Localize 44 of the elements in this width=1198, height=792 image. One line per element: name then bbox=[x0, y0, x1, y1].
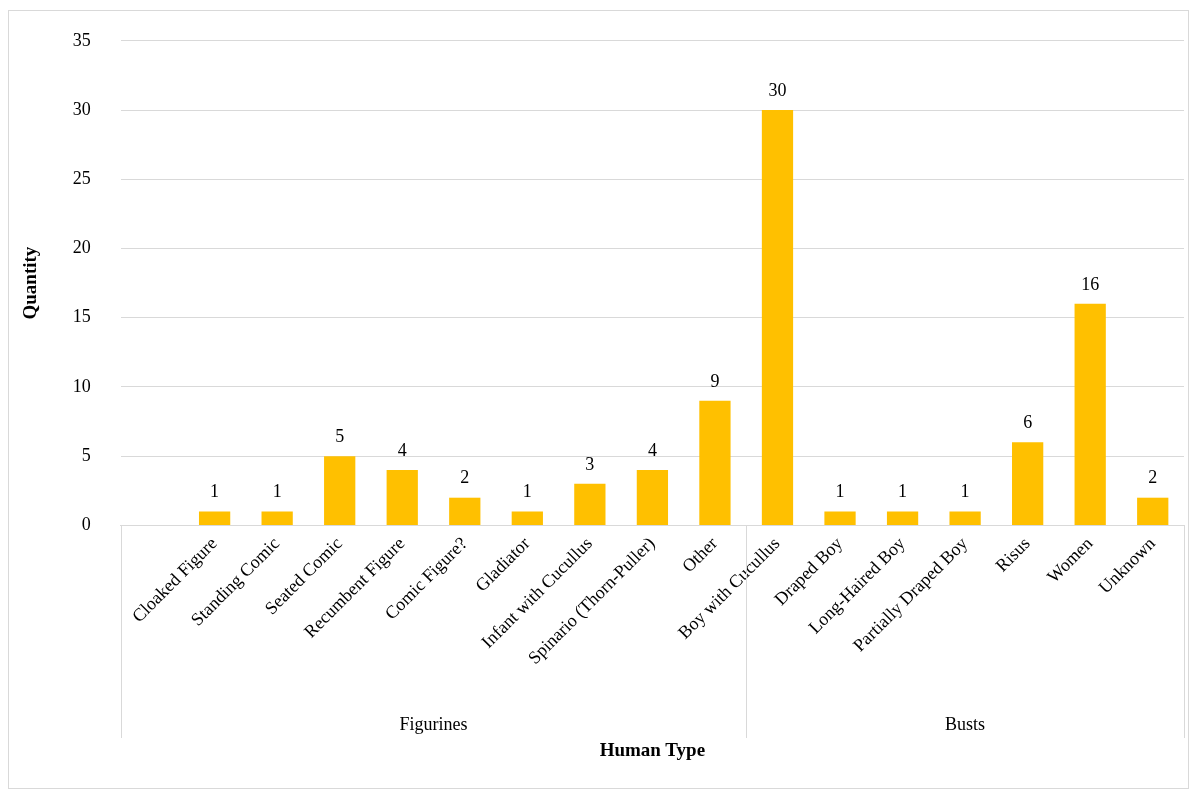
bar bbox=[324, 456, 356, 525]
y-tick-label: 15 bbox=[72, 306, 91, 327]
y-axis-title: Quantity bbox=[19, 246, 41, 320]
data-label: 9 bbox=[710, 370, 720, 391]
text: Figurines bbox=[399, 713, 468, 734]
data-label: 1 bbox=[272, 481, 282, 502]
bar bbox=[699, 400, 731, 525]
text: Busts bbox=[945, 713, 986, 734]
data-label: 16 bbox=[1081, 273, 1100, 294]
data-label: 1 bbox=[898, 481, 908, 502]
y-tick-label: 35 bbox=[72, 29, 91, 50]
data-label: 1 bbox=[835, 481, 845, 502]
bar bbox=[386, 470, 418, 525]
x-axis-title: Human Type bbox=[599, 738, 706, 760]
bar bbox=[636, 470, 669, 525]
y-tick-label: 30 bbox=[72, 98, 91, 119]
data-label: 2 bbox=[460, 467, 470, 488]
data-label: 3 bbox=[585, 453, 595, 474]
bar bbox=[1012, 442, 1044, 525]
data-label: 5 bbox=[335, 425, 345, 446]
data-label: 4 bbox=[647, 439, 657, 460]
y-tick-label: 5 bbox=[81, 444, 91, 465]
data-label: 1 bbox=[210, 481, 220, 502]
bar bbox=[574, 483, 606, 525]
data-label: 30 bbox=[768, 79, 787, 100]
y-tick-label: 20 bbox=[72, 237, 91, 258]
data-label: 1 bbox=[960, 481, 970, 502]
bar bbox=[886, 511, 919, 525]
data-label: 1 bbox=[522, 481, 532, 502]
bar bbox=[449, 497, 481, 525]
data-label: 4 bbox=[397, 439, 407, 460]
y-tick-label: 10 bbox=[72, 375, 91, 396]
bar bbox=[198, 511, 231, 525]
data-label: 2 bbox=[1148, 467, 1158, 488]
data-label: 6 bbox=[1023, 412, 1033, 433]
y-tick-label: 0 bbox=[81, 514, 91, 535]
bar bbox=[949, 511, 981, 525]
y-tick-label: 25 bbox=[72, 167, 91, 188]
bar bbox=[824, 511, 856, 525]
bar bbox=[761, 110, 794, 525]
bar bbox=[1074, 303, 1106, 525]
bar bbox=[1137, 497, 1169, 525]
bar bbox=[261, 511, 293, 525]
bar bbox=[511, 511, 543, 525]
